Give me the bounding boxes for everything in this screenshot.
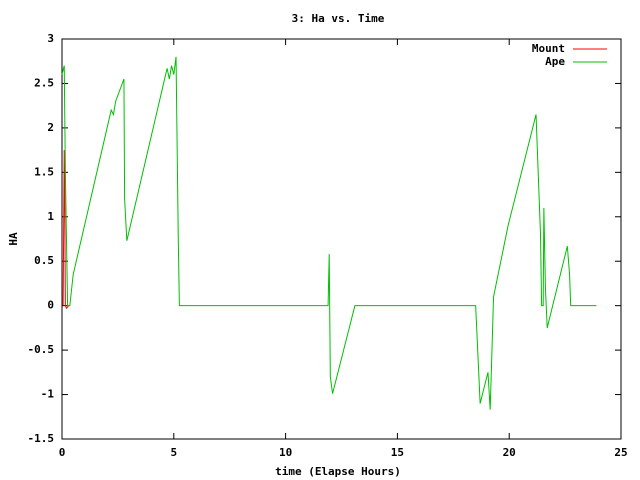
x-tick-label: 20: [503, 446, 516, 459]
legend-label: Ape: [545, 55, 565, 68]
x-tick-label: 0: [59, 446, 66, 459]
y-tick-label: 1.5: [34, 165, 54, 178]
series-line: [61, 56, 597, 410]
y-tick-label: -1.5: [28, 432, 55, 445]
chart-title: 3: Ha vs. Time: [292, 12, 385, 25]
y-tick-label: -1: [41, 388, 55, 401]
y-tick-label: -0.5: [28, 343, 55, 356]
plot-border: [61, 38, 622, 440]
y-axis-label: HA: [7, 232, 20, 246]
y-tick-label: 1: [47, 210, 54, 223]
x-axis-label: time (Elapse Hours): [275, 465, 401, 478]
y-tick-label: 0: [47, 299, 54, 312]
y-tick-label: 0.5: [34, 254, 54, 267]
y-tick-label: 2: [47, 121, 54, 134]
series-line: [62, 150, 70, 310]
legend-label: Mount: [532, 42, 565, 55]
y-tick-label: 2.5: [34, 76, 54, 89]
x-tick-label: 5: [170, 446, 177, 459]
x-tick-label: 10: [279, 446, 292, 459]
x-tick-label: 15: [391, 446, 404, 459]
y-tick-label: 3: [47, 32, 54, 45]
x-tick-label: 25: [614, 446, 627, 459]
